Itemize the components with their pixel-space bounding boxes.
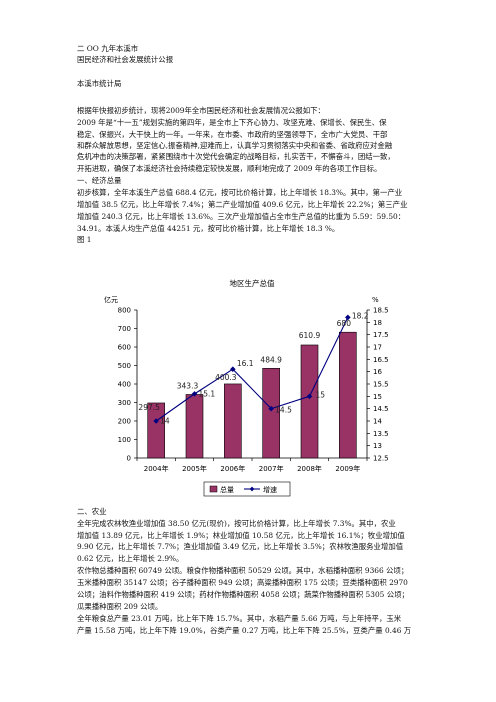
- right-axis-tick-label: 18.5: [373, 307, 389, 315]
- section2-line: 农作物总播种面积 60749 公顷。粮食作物播种面积 50529 公顷。其中，水…: [77, 566, 409, 575]
- right-axis-tick-label: 15: [373, 393, 382, 401]
- section2-line: 全年粮食总产量 23.01 万吨，比上年下降 15.7%。其中，水稻产量 5.6…: [77, 614, 402, 623]
- bar-data-label: 400.3: [215, 373, 237, 382]
- section1-heading: 一、经济总量: [77, 176, 122, 185]
- right-axis-tick-label: 13.5: [373, 430, 389, 438]
- section2-line: 瓜果播种面积 209 公顷。: [77, 602, 163, 611]
- growth-line: [155, 317, 349, 422]
- bar: [224, 383, 242, 459]
- left-axis-tick-label: 400: [118, 381, 131, 389]
- right-axis-tick-label: 16: [373, 368, 382, 376]
- section2-line: 增加值 13.89 亿元，比上年增长 1.9%；林业增加值 10.58 亿元，比…: [77, 531, 405, 540]
- section2-line: 产量 15.58 万吨，比上年下降 19.0%，谷类产量 0.27 万吨，比上年…: [77, 626, 412, 635]
- section2-heading: 二、农业: [77, 507, 107, 516]
- left-axis-tick-label: 300: [118, 399, 131, 407]
- bar: [300, 344, 319, 459]
- x-axis-tick-label: 2008年: [297, 464, 322, 473]
- left-axis-tick-label: 500: [118, 362, 131, 370]
- left-axis-tick-label: 600: [118, 344, 131, 352]
- section2-line: 全年完成农林牧渔业增加值 38.50 亿元(现价)，按可比价格计算，比上年增长 …: [77, 519, 396, 528]
- right-axis-tick-label: 15.5: [373, 381, 389, 389]
- section1-line: 增加值 240.3 亿元，比上年增长 13.6%。三次产业增加值占全市生产总值的…: [77, 212, 406, 221]
- right-axis-tick-label: 17: [373, 344, 382, 352]
- legend-swatch-bar: [209, 485, 218, 493]
- legend-label-bar: 总量: [220, 485, 234, 494]
- line-data-label: 14: [160, 417, 170, 426]
- header-year: 二 OO 九年本溪市: [77, 44, 139, 53]
- right-axis-tick-label: 18: [373, 319, 382, 327]
- plot-area: 0 100 200 300 400 500 600 700 800 12.5 13 13.5 14 14.…: [118, 307, 389, 497]
- line-data-label: 14.5: [275, 406, 292, 415]
- bar: [339, 331, 357, 459]
- left-axis-tick-label: 200: [118, 418, 131, 426]
- growth-point: [191, 391, 198, 397]
- bar: [262, 367, 280, 459]
- section2-line: 玉米播种面积 35147 公顷；谷子播种面积 949 公顷；高粱播种面积 175…: [77, 578, 408, 587]
- author: 本溪市统计局: [77, 79, 122, 88]
- gdp-chart: 地区生产总值 亿元 % 0 100 200 300 400 500 600 700 800 12.…: [80, 272, 420, 504]
- section2-line: 公顷；油料作物播种面积 419 公顷；药材作物播种面积 4058 公顷；蔬菜作物…: [77, 590, 409, 599]
- legend-label-line: 增速: [263, 485, 277, 494]
- section2-line: 9.90 亿元，比上年增长 7.7%；渔业增加值 3.49 亿元，比上年增长 3…: [77, 542, 404, 551]
- left-axis-tick-label: 0: [127, 455, 131, 463]
- bar-data-label: 610.9: [299, 331, 321, 340]
- x-axis-tick-label: 2009年: [335, 464, 360, 473]
- bar-data-label: 343.3: [177, 381, 199, 390]
- right-axis-tick-label: 14: [373, 418, 382, 426]
- intro-line: 危机冲击的决策部署，紧紧围绕市十次党代会确定的战略目标，扎实苦干，不懈奋斗，团结…: [77, 152, 395, 161]
- intro-line: 根据年快报初步统计，现将2009年全市国民经济和社会发展情况公报如下：: [77, 106, 325, 115]
- bar-data-label: 297.5: [138, 403, 160, 412]
- x-axis-tick-label: 2006年: [220, 464, 245, 473]
- right-axis-tick-label: 13: [373, 442, 382, 450]
- intro-line: 2009 年是“十一五”规划实施的第四年，是全市上下齐心协力、攻坚克难、保增长、…: [77, 118, 387, 127]
- bar-data-label: 680: [337, 319, 352, 328]
- intro-line: 开拓进取，确保了本溪经济社会持续稳定较快发展，顺利地完成了 2009 年的各项工…: [77, 164, 382, 173]
- section1-line: 34.91。本溪人均生产总值 44251 元，按可比价格计算，比上年增长 18.…: [77, 224, 340, 233]
- y-axis-label-right: %: [372, 296, 379, 304]
- intro-line: 和群众解放思想，坚定信心,振奋精神,迎难而上，认真学习贯彻落实中央和省委、省政府…: [77, 141, 393, 150]
- bar: [185, 394, 204, 459]
- header-title: 国民经济和社会发展统计公报: [77, 55, 174, 64]
- left-axis-tick-label: 100: [118, 436, 131, 444]
- growth-point: [345, 314, 351, 321]
- line-data-label: 15.1: [199, 389, 216, 398]
- right-axis-tick-label: 14.5: [373, 405, 389, 413]
- y-axis-label-left: 亿元: [104, 295, 118, 304]
- section2-line: 0.62 亿元，比上年增长 2.9%。: [77, 554, 184, 563]
- left-axis-tick-label: 800: [118, 307, 131, 315]
- bar-data-label: 484.9: [260, 355, 282, 364]
- chart-title: 地区生产总值: [230, 278, 275, 288]
- growth-point: [268, 405, 274, 412]
- bar: [147, 402, 165, 459]
- right-axis-tick-label: 17.5: [373, 331, 389, 339]
- left-axis-tick-label: 700: [118, 325, 131, 333]
- gdp-chart-svg: 地区生产总值 亿元 % 0 100 200 300 400 500 600 700 800 12.…: [104, 278, 389, 497]
- right-axis-tick-label: 16.5: [373, 356, 389, 364]
- x-axis-tick-label: 2004年: [144, 464, 169, 473]
- section1-line: 初步核算，全年本溪生产总值 688.4 亿元，按可比价格计算，比上年增长 18.…: [77, 188, 403, 197]
- x-axis-tick-label: 2007年: [259, 464, 284, 473]
- right-axis-tick-label: 12.5: [373, 455, 389, 463]
- line-data-label: 15: [316, 390, 326, 399]
- figure-label: 图 1: [77, 235, 92, 244]
- intro-line: 稳定、保振兴，大干快上的一年。一年来，在市委、市政府的坚强领导下，全市广大党员、…: [77, 130, 388, 139]
- section1-line: 增加值 38.5 亿元，比上年增长 7.4%；第二产业增加值 409.6 亿元，…: [77, 200, 408, 209]
- line-data-label: 18.2: [352, 311, 369, 320]
- line-data-label: 16.1: [237, 359, 254, 368]
- x-axis-tick-label: 2005年: [182, 464, 207, 473]
